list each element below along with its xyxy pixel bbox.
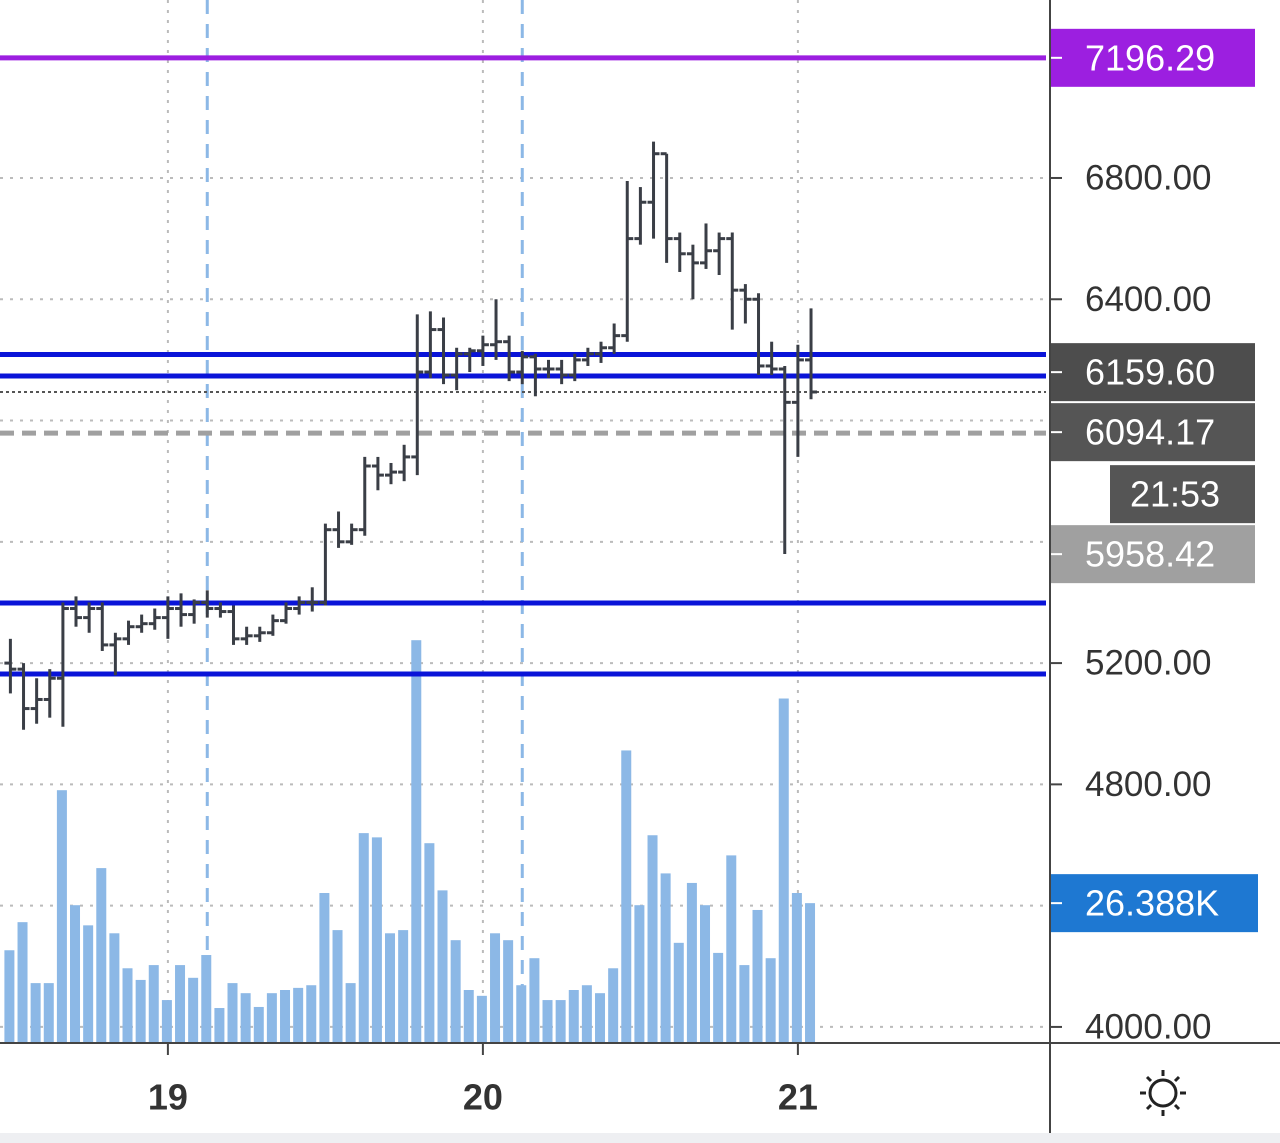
volume-bar <box>227 983 238 1043</box>
volume-bar <box>726 855 737 1043</box>
volume-bar <box>240 993 251 1043</box>
price-label-box <box>1050 403 1255 462</box>
volume-bar <box>739 965 750 1043</box>
volume-label: 26.388K <box>1085 883 1219 924</box>
volume-bar <box>634 905 645 1043</box>
volume-bar <box>791 893 802 1043</box>
volume-bar <box>805 903 816 1043</box>
volume-bar <box>529 958 540 1043</box>
volume-bar <box>17 922 28 1043</box>
price-label: 7196.29 <box>1085 37 1215 78</box>
volume-bar <box>686 882 697 1043</box>
volume-bar <box>463 990 474 1043</box>
volume-bar <box>647 835 658 1043</box>
price-label-box <box>1050 343 1255 402</box>
volume-bar <box>43 983 54 1043</box>
volume-bar <box>713 952 724 1043</box>
volume-bar <box>555 1000 566 1043</box>
volume-bar <box>450 940 461 1043</box>
price-axis: 4000.004400.004800.005200.005600.006000.… <box>1050 28 1258 1046</box>
volume-bar <box>332 930 343 1043</box>
y-tick-label: 4800.00 <box>1085 765 1212 804</box>
price-label: 6094.17 <box>1085 412 1215 453</box>
volume-bar <box>201 955 212 1043</box>
volume-bar <box>109 933 120 1043</box>
volume-bar <box>253 1006 264 1043</box>
volume-bar <box>175 965 186 1043</box>
price-label: 6159.60 <box>1085 352 1215 393</box>
volume-bar <box>358 833 369 1043</box>
countdown: 21:53 <box>1130 474 1220 515</box>
volume-bar <box>70 905 81 1043</box>
volume-bar <box>778 698 789 1043</box>
volume-bar <box>608 968 619 1043</box>
y-tick-label: 5200.00 <box>1085 644 1212 683</box>
volume-bar <box>503 940 514 1043</box>
volume-bar <box>83 925 94 1043</box>
volume-bar <box>188 977 199 1043</box>
y-tick-label: 4000.00 <box>1085 1007 1212 1046</box>
volume-bar <box>345 983 356 1043</box>
volume-bar <box>371 837 382 1043</box>
volume-bar <box>4 950 15 1043</box>
volume-bar <box>476 995 487 1043</box>
volume-bar <box>542 1000 553 1043</box>
x-tick-label: 21 <box>778 1077 818 1118</box>
volume-bar <box>424 843 435 1043</box>
volume-bar <box>96 868 107 1043</box>
volume-bar <box>280 990 291 1043</box>
volume-bar <box>490 933 501 1043</box>
volume-bar <box>306 985 317 1043</box>
volume-bar <box>621 750 632 1043</box>
volume-bar <box>122 968 133 1043</box>
volume-bar <box>214 1008 225 1043</box>
volume-bar <box>700 905 711 1043</box>
volume-bar <box>385 933 396 1043</box>
price-label-box <box>1050 28 1255 87</box>
volume-bar <box>161 1000 172 1043</box>
volume-bar <box>765 958 776 1043</box>
volume-bar <box>752 909 763 1043</box>
volume-bar <box>319 893 330 1043</box>
y-tick-label: 6800.00 <box>1085 158 1212 197</box>
volume-bar <box>516 985 527 1043</box>
volume-bar <box>568 990 579 1043</box>
volume-bar <box>660 873 671 1043</box>
y-tick-label: 6400.00 <box>1085 280 1212 319</box>
bottom-strip <box>0 1133 1280 1143</box>
volume-bar <box>148 965 159 1043</box>
volume-label-box <box>1050 874 1258 933</box>
volume-bar <box>581 985 592 1043</box>
settings-icon[interactable] <box>1140 1070 1186 1116</box>
volume-bar <box>30 983 41 1043</box>
volume-bar <box>293 987 304 1043</box>
x-tick-label: 20 <box>463 1077 503 1118</box>
volume-bar <box>398 930 409 1043</box>
volume-bar <box>437 890 448 1043</box>
volume-bar <box>266 993 277 1043</box>
x-tick-label: 19 <box>148 1077 188 1118</box>
volume-bar <box>673 942 684 1043</box>
volume-bar <box>595 993 606 1043</box>
volume-bar <box>411 640 422 1043</box>
countdown-box <box>1110 465 1255 524</box>
price-label-box <box>1050 525 1255 584</box>
volume-bar <box>135 979 146 1043</box>
price-label: 5958.42 <box>1085 534 1215 575</box>
volume-bar <box>56 790 67 1043</box>
plot-area <box>0 0 1046 1043</box>
